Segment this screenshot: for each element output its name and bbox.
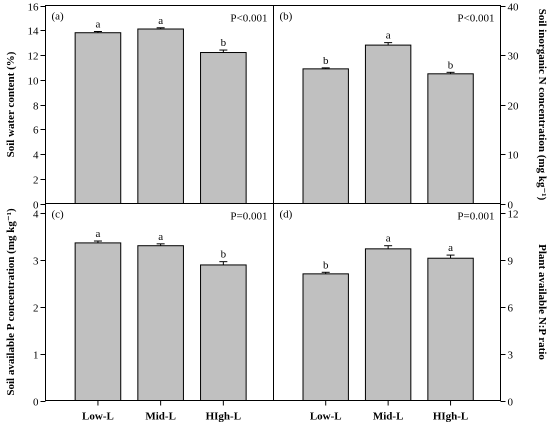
y-tick-label: 2 — [33, 175, 39, 187]
bar-low-l — [302, 68, 349, 204]
bar-high-l — [427, 257, 474, 401]
significance-letter: b — [221, 37, 227, 49]
y-tick-label: 6 — [508, 303, 514, 315]
x-tick-label: Low-L — [82, 411, 114, 423]
y-axis-label: Soil inorganic N concentration (mg kg⁻¹) — [536, 9, 548, 201]
panel-b: 0 10 20 30 40 Soil inorganic N concentration … — [280, 2, 549, 212]
y-tick-label: 16 — [28, 2, 40, 14]
bar-low-l — [74, 32, 122, 204]
p-value: P=0.001 — [457, 211, 494, 223]
panel-label: (d) — [280, 209, 293, 221]
y-tick-label: 0 — [508, 200, 514, 212]
significance-letter: a — [386, 233, 391, 245]
bar-low-l — [302, 273, 349, 402]
significance-letter: a — [158, 15, 163, 27]
x-tick-label: Low-L — [310, 411, 342, 423]
y-tick-label: 10 — [28, 76, 40, 88]
significance-letter: b — [323, 259, 329, 271]
p-value: P<0.001 — [457, 13, 494, 25]
y-tick-label: 40 — [508, 2, 520, 14]
y-tick-label: 0 — [508, 397, 514, 409]
figure-frame — [45, 5, 501, 401]
y-tick-label: 20 — [508, 101, 520, 113]
significance-letter: b — [448, 59, 454, 71]
y-tick-label: 14 — [28, 26, 40, 38]
y-tick-label: 2 — [33, 303, 39, 315]
panel-label: (b) — [280, 11, 293, 23]
x-tick-label: Mid-L — [145, 411, 176, 423]
bar-high-l — [200, 52, 247, 205]
bar-mid-l — [137, 245, 184, 401]
bar-high-l — [427, 73, 474, 204]
p-value: P<0.001 — [230, 13, 267, 25]
y-tick-label: 30 — [508, 51, 520, 63]
significance-letter: a — [95, 228, 100, 240]
bar-mid-l — [364, 44, 412, 204]
y-tick-label: 3 — [33, 256, 39, 268]
y-tick-label: 9 — [508, 256, 514, 268]
significance-letter: b — [323, 55, 329, 67]
y-tick-label: 12 — [508, 209, 519, 221]
bar-high-l — [200, 264, 247, 402]
bar-mid-l — [364, 248, 412, 401]
panel-label: (a) — [52, 11, 65, 23]
y-tick-label: 0 — [33, 200, 39, 212]
y-tick-label: 1 — [33, 350, 39, 362]
panel-a: 0 2 4 6 8 10 12 14 16 Soil water content (%) a a b (a… — [5, 2, 268, 212]
y-tick-label: 10 — [508, 150, 520, 162]
x-tick-label: HIgh-L — [433, 411, 468, 423]
panel-d: 0 3 6 9 12 Plant available N:P ratio b Low-L a Mi… — [280, 209, 549, 423]
significance-letter: a — [95, 18, 100, 30]
x-tick-label: HIgh-L — [206, 411, 241, 423]
x-tick-label: Mid-L — [373, 411, 404, 423]
y-tick-label: 4 — [33, 209, 39, 221]
p-value: P=0.001 — [230, 211, 267, 223]
y-tick-label: 0 — [33, 397, 39, 409]
y-axis-label: Soil available P concentration (mg kg⁻¹) — [5, 208, 17, 396]
y-tick-label: 12 — [28, 51, 39, 63]
significance-letter: a — [448, 242, 453, 254]
bar-low-l — [74, 242, 122, 401]
y-tick-label: 4 — [33, 150, 39, 162]
significance-letter: a — [158, 231, 163, 243]
significance-letter: a — [386, 30, 391, 42]
panel-label: (c) — [52, 209, 65, 221]
significance-letter: b — [221, 249, 227, 261]
panel-c: 0 1 2 3 4 Soil available P concentration (mg … — [5, 208, 268, 422]
y-axis-label: Soil water content (%) — [5, 51, 17, 157]
y-tick-label: 6 — [33, 125, 39, 137]
y-tick-label: 8 — [33, 101, 39, 113]
y-tick-label: 3 — [508, 350, 514, 362]
y-axis-label: Plant available N:P ratio — [536, 244, 548, 360]
bar-mid-l — [137, 28, 184, 205]
